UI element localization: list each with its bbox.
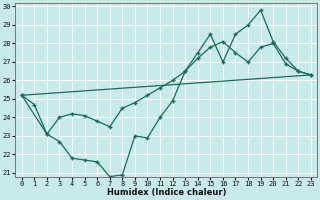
X-axis label: Humidex (Indice chaleur): Humidex (Indice chaleur) xyxy=(107,188,226,197)
